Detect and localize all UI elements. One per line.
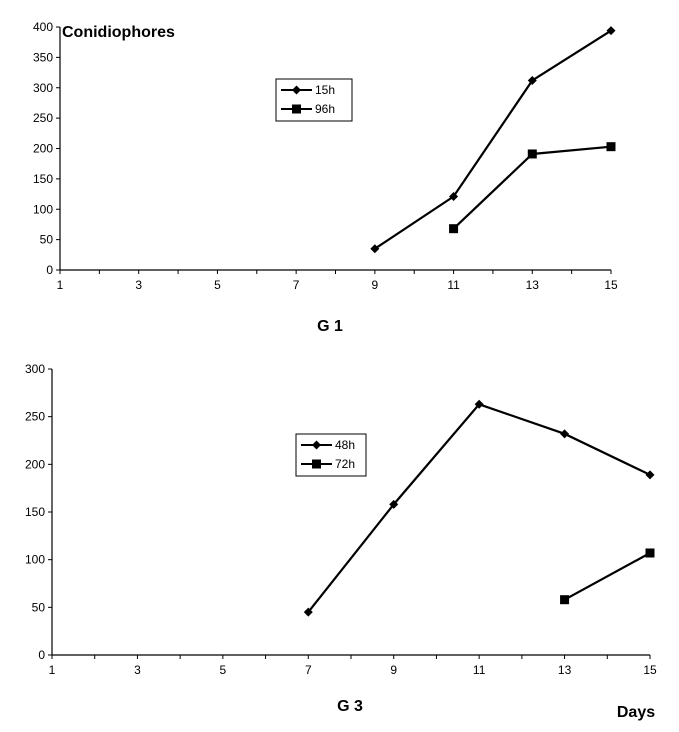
y-tick-label: 0 <box>46 263 53 277</box>
y-tick-label: 300 <box>25 362 45 376</box>
y-tick-label: 150 <box>25 505 45 519</box>
y-tick-label: 0 <box>38 648 45 662</box>
legend-marker-diamond <box>312 440 321 450</box>
y-tick-label: 400 <box>33 20 53 34</box>
x-tick-label: 7 <box>293 278 300 292</box>
x-tick-label: 15 <box>604 278 618 292</box>
y-tick-label: 350 <box>33 50 53 64</box>
x-tick-label: 11 <box>473 663 486 677</box>
y-axis-label: Conidiophores <box>62 24 175 41</box>
x-axis-label: Days <box>617 704 655 721</box>
x-tick-label: 3 <box>134 663 141 677</box>
x-tick-label: 13 <box>526 278 540 292</box>
y-tick-label: 300 <box>33 81 53 95</box>
x-tick-label: 7 <box>305 663 312 677</box>
data-point <box>606 142 616 152</box>
data-point <box>527 149 537 159</box>
data-point <box>474 399 484 409</box>
series-48h <box>303 399 655 617</box>
series-72h <box>560 548 655 605</box>
legend-marker-square <box>312 459 321 469</box>
legend-label: 48h <box>335 438 355 452</box>
y-tick-label: 250 <box>25 410 45 424</box>
series-96h <box>449 142 616 234</box>
x-tick-label: 11 <box>447 278 460 292</box>
y-tick-label: 50 <box>40 233 54 247</box>
series-line <box>564 552 651 601</box>
y-tick-label: 200 <box>25 457 45 471</box>
y-tick-label: 100 <box>25 553 45 567</box>
x-tick-label: 3 <box>135 278 142 292</box>
legend-box <box>275 78 353 122</box>
data-point <box>645 548 655 558</box>
data-point <box>370 244 380 254</box>
x-tick-label: 9 <box>390 663 397 677</box>
x-tick-label: 5 <box>214 278 221 292</box>
data-point <box>560 429 570 439</box>
legend-label: 72h <box>335 457 355 471</box>
data-point <box>449 191 459 201</box>
data-point <box>389 499 399 509</box>
legend-label: 96h <box>315 102 335 116</box>
x-tick-label: 15 <box>643 663 657 677</box>
series-line <box>374 29 612 250</box>
data-point <box>645 470 655 480</box>
data-point <box>303 607 313 617</box>
x-tick-label: 13 <box>558 663 572 677</box>
y-tick-label: 100 <box>33 202 53 216</box>
legend-marker-square <box>292 104 301 114</box>
legend-box <box>295 433 367 477</box>
series-15h <box>370 26 616 254</box>
chart-title: G 1 <box>317 318 343 335</box>
legend-label: 15h <box>315 83 335 97</box>
data-point <box>449 224 459 234</box>
chart-title: G 3 <box>337 698 363 715</box>
series-line <box>452 145 612 230</box>
y-tick-label: 200 <box>33 142 53 156</box>
x-tick-label: 9 <box>372 278 379 292</box>
y-tick-label: 50 <box>32 600 46 614</box>
y-tick-label: 150 <box>33 172 53 186</box>
data-point <box>527 75 537 85</box>
x-tick-label: 1 <box>57 278 64 292</box>
legend-marker-diamond <box>292 85 301 95</box>
data-point <box>606 26 616 36</box>
x-tick-label: 1 <box>49 663 56 677</box>
data-point <box>560 595 570 605</box>
y-tick-label: 250 <box>33 111 53 125</box>
x-tick-label: 5 <box>220 663 227 677</box>
